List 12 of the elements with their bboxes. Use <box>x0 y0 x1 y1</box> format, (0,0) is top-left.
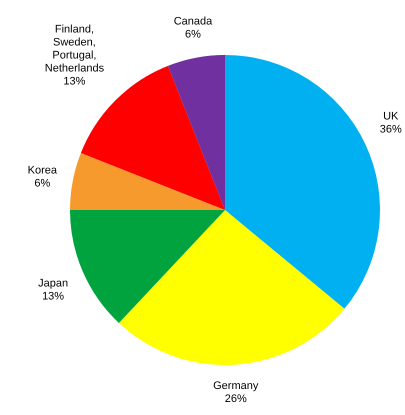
slice-label: Japan <box>38 277 68 290</box>
data-label: 13% <box>42 290 64 302</box>
slice-label: Finland, Sweden, Portugal, Netherlands <box>44 24 105 75</box>
data-label: 6% <box>185 28 202 41</box>
slice-label: Canada <box>174 16 214 28</box>
slice-label: UK <box>383 110 400 123</box>
data-label: 36% <box>380 124 402 136</box>
data-label: 13% <box>63 76 86 88</box>
slice-label: Germany <box>213 380 259 392</box>
data-label: 6% <box>34 177 51 190</box>
slice-label: Korea <box>28 164 58 176</box>
data-label: 26% <box>224 393 247 406</box>
